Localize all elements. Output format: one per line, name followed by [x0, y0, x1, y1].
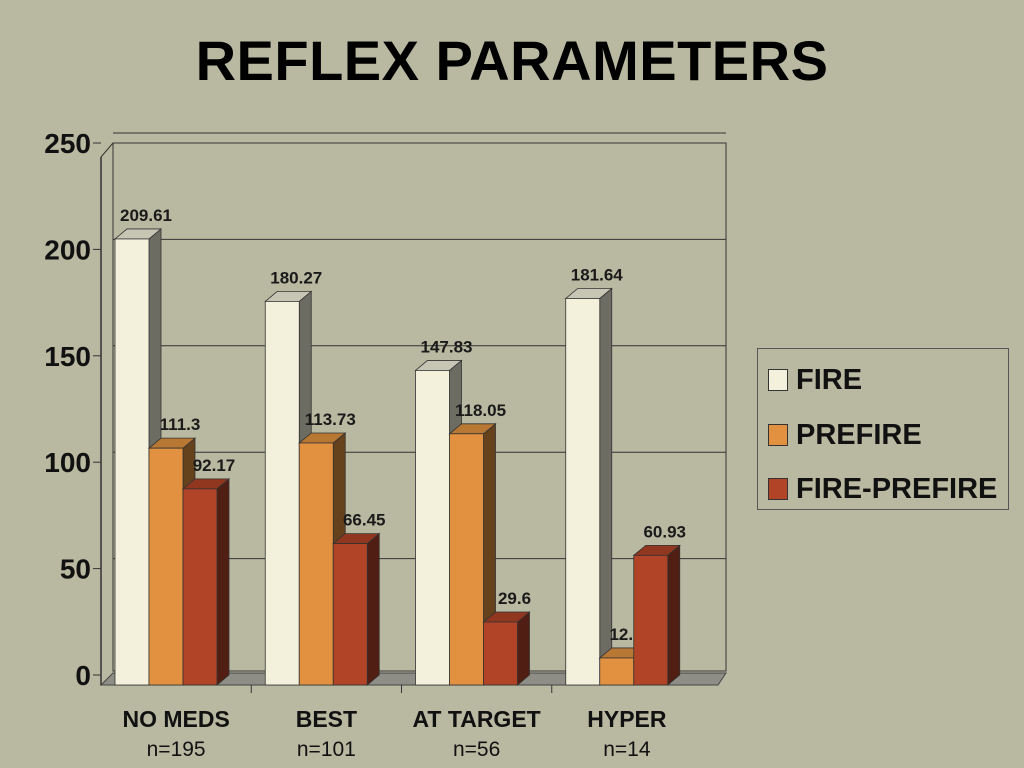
data-label: 60.93: [643, 522, 686, 541]
bar-fire-prefire: [483, 621, 518, 686]
bar-prefire: [148, 447, 184, 686]
legend-label-fire-prefire: FIRE-PREFIRE: [796, 472, 998, 505]
bar-fire: [114, 238, 150, 686]
legend-swatch-fire-prefire: [768, 478, 788, 500]
data-label: 118.05: [455, 401, 506, 420]
y-tick-label: 200: [44, 234, 91, 265]
x-category-label: HYPER: [587, 706, 667, 732]
data-label: 147.83: [421, 337, 473, 356]
bar-side-fire-prefire: [517, 611, 530, 686]
bar-side-fire-prefire: [216, 478, 230, 686]
bar-fire-prefire: [182, 488, 218, 686]
x-category-sublabel: n=14: [603, 738, 651, 761]
x-category-sublabel: n=56: [453, 738, 500, 761]
x-category-label: AT TARGET: [413, 706, 541, 732]
y-axis-edge: [100, 142, 114, 158]
chart-title: REFLEX PARAMETERS: [195, 29, 829, 92]
legend-swatch-prefire: [768, 424, 788, 446]
y-tick-label: 250: [44, 128, 91, 159]
bar-fire: [565, 298, 601, 686]
data-label: 181.64: [571, 265, 624, 284]
x-category-label: NO MEDS: [122, 706, 229, 732]
bar-side-fire-prefire: [366, 532, 380, 686]
bar-fire-prefire: [332, 543, 368, 686]
data-label: 113.73: [305, 410, 356, 429]
bar-fire: [264, 300, 300, 686]
data-label: 111.3: [160, 415, 201, 434]
y-tick-label: 50: [60, 554, 91, 585]
legend-label-fire: FIRE: [796, 363, 863, 396]
legend-item-prefire: PREFIRE: [768, 418, 922, 451]
data-label: 209.61: [120, 206, 172, 225]
legend: FIRE PREFIRE FIRE-PREFIRE: [757, 348, 1009, 510]
data-label: 180.27: [270, 268, 322, 287]
legend-label-prefire: PREFIRE: [796, 418, 922, 451]
bar-prefire: [449, 433, 484, 686]
y-tick-label: 100: [44, 447, 91, 478]
x-category-label: BEST: [296, 706, 357, 732]
x-category-sublabel: n=101: [297, 738, 356, 761]
legend-swatch-fire: [768, 369, 788, 391]
bar-fire-prefire: [633, 554, 669, 686]
data-label: 29.6: [498, 589, 531, 608]
x-category-sublabel: n=195: [147, 738, 206, 761]
bar-fire: [415, 370, 450, 686]
bar-prefire: [599, 657, 635, 686]
bar-side-fire-prefire: [667, 544, 681, 686]
legend-item-fire-prefire: FIRE-PREFIRE: [768, 472, 998, 505]
bar-prefire: [298, 442, 334, 686]
data-label: 66.45: [343, 511, 386, 530]
y-tick-label: 150: [44, 341, 91, 372]
y-tick-label: 0: [75, 660, 91, 691]
data-label: 92.17: [193, 456, 236, 475]
legend-item-fire: FIRE: [768, 363, 863, 396]
